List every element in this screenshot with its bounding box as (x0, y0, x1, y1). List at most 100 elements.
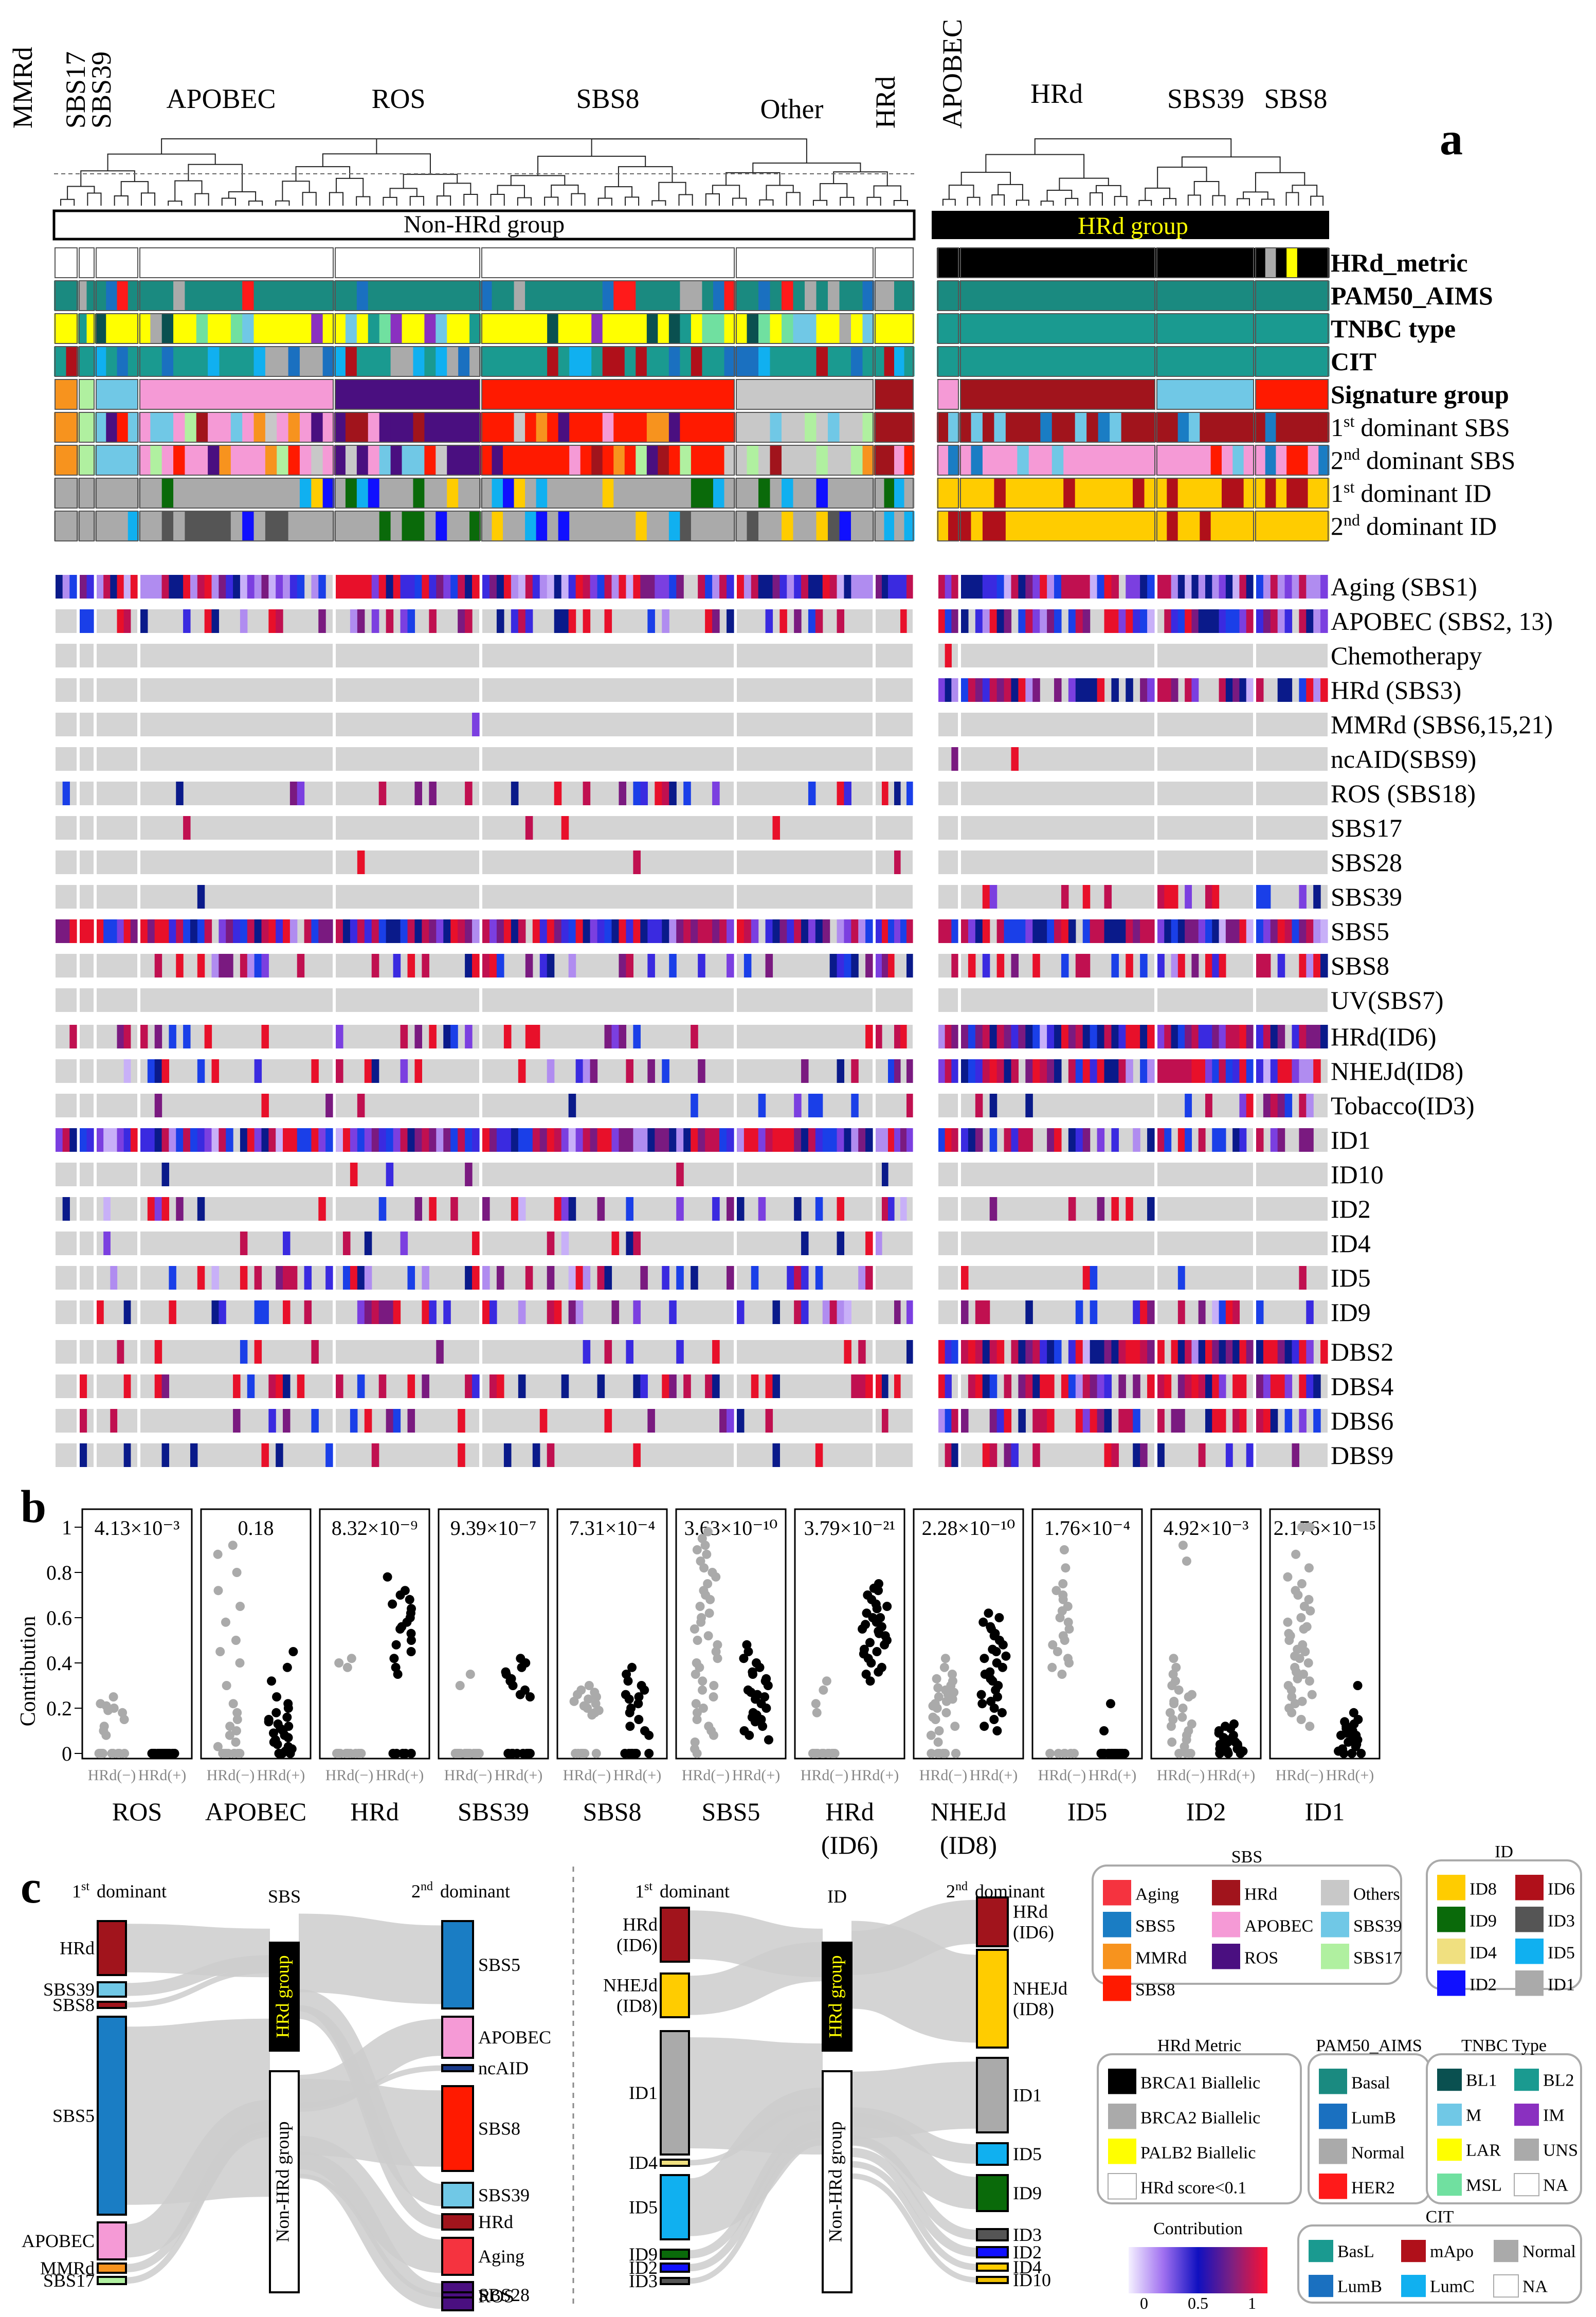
annotation-cell (492, 347, 503, 376)
dominant-cell (948, 412, 960, 442)
dominant-cell (724, 511, 736, 541)
heatmap-bg (97, 644, 137, 667)
heatmap-cell (496, 575, 504, 599)
heatmap-cell (254, 954, 262, 978)
heatmap-cell (951, 919, 958, 943)
heatmap-cell (888, 954, 895, 978)
dominant-cell (161, 445, 174, 475)
heatmap-cell (1263, 1409, 1271, 1433)
dominant-cell (1265, 478, 1277, 508)
annotation-cell (1167, 281, 1178, 311)
annotation-cell (805, 248, 817, 278)
heatmap-cell (1126, 1197, 1133, 1221)
dominant-cell (613, 445, 625, 475)
dominant-cell (402, 445, 414, 475)
heatmap-bg (961, 1300, 1154, 1324)
dominant-cell (1243, 478, 1255, 508)
sankey-mid-label: Non-HRd group (272, 2122, 293, 2242)
heatmap-cell (1299, 1128, 1307, 1152)
dominant-cell (1121, 478, 1133, 508)
heatmap-bg (876, 1266, 913, 1290)
dendrogram-branch (228, 191, 257, 202)
scatter-point-hrd-pos (861, 1670, 871, 1679)
scatter-point-hrd-neg (469, 1749, 479, 1758)
heatmap-bg (1157, 713, 1253, 736)
dominant-cell (1222, 445, 1233, 475)
dendrogram-branch (356, 196, 371, 206)
heatmap-cell (1011, 678, 1019, 702)
dominant-cell (1063, 511, 1076, 541)
p-value-label: 1.76×10⁻⁴ (1044, 1516, 1131, 1540)
heatmap-bg (336, 678, 479, 702)
heatmap-cell (276, 1374, 283, 1398)
heatmap-cell (325, 1443, 333, 1467)
heatmap-cell (276, 919, 283, 943)
dendrogram-branch (948, 185, 974, 200)
group-box-non-hrd (52, 209, 916, 241)
heatmap-bg (140, 713, 333, 736)
heatmap-cell (1082, 885, 1091, 909)
annotation-cell (1243, 347, 1255, 376)
sankey-flow (851, 2173, 977, 2283)
heatmap-cell (640, 575, 648, 599)
heatmap-cell (283, 1232, 291, 1255)
heatmap-bg (1256, 644, 1328, 667)
heatmap-cell (386, 1128, 394, 1152)
sankey-left-node (97, 2221, 127, 2260)
heatmap-cell (414, 1025, 422, 1048)
heatmap-cell (1219, 1128, 1226, 1152)
heatmap-cell (876, 1232, 882, 1255)
dominant-cell (265, 445, 277, 475)
dendrogram-branch (544, 196, 559, 206)
heatmap-cell (888, 919, 895, 943)
dendrogram-branch (463, 194, 478, 206)
heatmap-cell (865, 919, 873, 943)
scatter-point-hrd-pos (858, 1624, 867, 1634)
heatmap-cell (633, 1300, 641, 1324)
heatmap-bg (961, 747, 1154, 771)
heatmap-cell (712, 1374, 720, 1398)
heatmap-cell (110, 1128, 118, 1152)
annotation-cell (1075, 347, 1087, 376)
annotation-cell (805, 347, 817, 376)
heatmap-cell (219, 575, 226, 599)
annotation-cell-frame (55, 346, 78, 377)
legend-title: SBS (1231, 1848, 1263, 1867)
heatmap-cell (982, 609, 990, 633)
sankey-left-label: MMRd (40, 2258, 95, 2278)
annotation-cell (971, 281, 983, 311)
cluster-label: SBS39 (86, 51, 117, 129)
heatmap-cell (1284, 678, 1293, 702)
heatmap-bg (56, 1094, 77, 1117)
dominant-cell (230, 511, 243, 541)
signature-label: ID2 (1331, 1194, 1371, 1223)
heatmap-cell (794, 1094, 802, 1117)
heatmap-cell (751, 919, 759, 943)
annotation-cell (1177, 248, 1189, 278)
sankey-left-node (97, 2276, 127, 2285)
annotation-cell-frame (139, 280, 334, 311)
annotation-cell (1167, 248, 1178, 278)
scatter-point-hrd-neg (583, 1704, 592, 1713)
dominant-cell (1144, 511, 1156, 541)
heatmap-cell (808, 609, 816, 633)
heatmap-cell (906, 1059, 913, 1083)
scatter-point-hrd-neg (1284, 1636, 1294, 1645)
heatmap-cell (1157, 885, 1165, 909)
heatmap-cell (190, 575, 198, 599)
heatmap-cell (900, 1025, 907, 1048)
annotation-cell (1308, 248, 1319, 278)
legend-swatch (1514, 2139, 1539, 2161)
heatmap-cell (1061, 954, 1069, 978)
heatmap-cell (554, 609, 562, 633)
heatmap-cell (422, 1300, 429, 1324)
heatmap-cell (211, 1300, 219, 1324)
scatter-point-hrd-neg (927, 1749, 936, 1758)
scatter-panel-frame (438, 1508, 549, 1760)
heatmap-cell (1313, 1409, 1321, 1433)
annotation-cell (937, 248, 949, 278)
dominant-cell (253, 445, 266, 475)
annotation-cell (1051, 248, 1064, 278)
scatter-point-hrd-neg (702, 1549, 712, 1559)
heatmap-cell (1140, 1025, 1148, 1048)
